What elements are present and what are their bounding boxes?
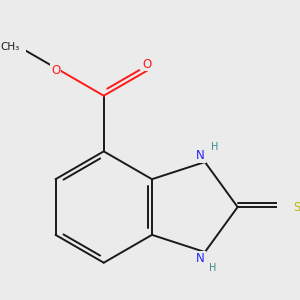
Text: H: H	[211, 142, 219, 152]
Text: S: S	[293, 200, 300, 214]
Text: N: N	[196, 149, 205, 162]
Text: O: O	[51, 64, 60, 77]
Text: CH₃: CH₃	[0, 42, 20, 52]
Text: O: O	[142, 58, 152, 70]
Text: N: N	[196, 252, 205, 265]
Text: H: H	[209, 263, 216, 273]
